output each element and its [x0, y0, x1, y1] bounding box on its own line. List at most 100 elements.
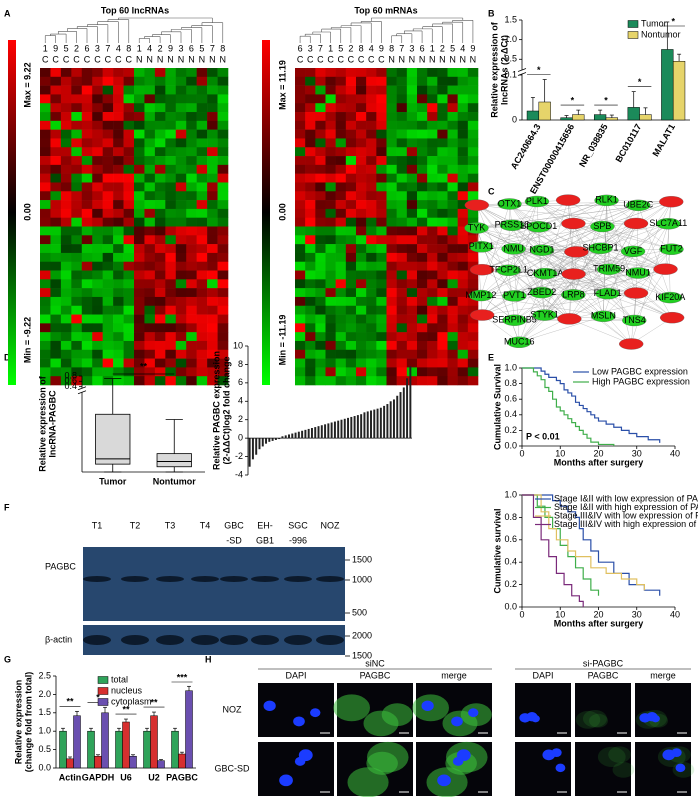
heatmap-cell	[457, 164, 469, 174]
heatmap-cell	[305, 252, 316, 263]
heatmap-cell	[217, 296, 229, 307]
network-node	[464, 222, 489, 234]
heatmap-cell	[427, 164, 438, 174]
heatmap-cell	[186, 270, 197, 280]
heatmap-cell	[447, 332, 458, 342]
heatmap-cell	[165, 349, 177, 359]
legend-label: Nontumor	[641, 29, 681, 39]
heatmap-cell	[406, 173, 418, 183]
heatmap-cell	[417, 103, 428, 113]
heatmap-cell	[60, 147, 72, 157]
heatmap-cell	[175, 120, 187, 130]
heatmap-cell	[396, 349, 408, 359]
heatmap-cell	[134, 279, 145, 289]
heatmap-cell	[427, 129, 438, 139]
heatmap-cell	[295, 156, 306, 166]
heatmap-cell	[315, 147, 326, 157]
heatmap-cell	[315, 288, 326, 298]
heatmap-cell	[102, 103, 114, 113]
heatmap-cell	[305, 138, 316, 148]
heatmap-cell	[356, 235, 367, 245]
heatmap-cell	[335, 252, 347, 263]
heatmap-cell	[175, 200, 187, 210]
heatmap-cell	[417, 296, 428, 307]
heatmap-cell	[305, 270, 316, 280]
heatmap-cell	[417, 129, 428, 139]
heatmap-cell	[457, 288, 469, 298]
heatmap-cell	[427, 340, 438, 351]
heatmap-cell	[154, 85, 166, 95]
heatmap-cell	[92, 305, 103, 315]
heatmap-cell	[325, 252, 336, 263]
heatmap-cell	[396, 68, 408, 78]
heatmap-cell	[81, 182, 93, 192]
heatmap-cell	[134, 138, 145, 148]
heatmap-cell	[406, 349, 418, 359]
y-tick-label: 0.0	[504, 440, 517, 450]
heatmap-cell	[186, 173, 197, 183]
heatmap-cell	[175, 217, 187, 227]
heatmap-cell	[417, 340, 428, 351]
heatmap-cell	[196, 226, 208, 236]
heatmap-cell	[467, 314, 479, 324]
node-label: VGF	[624, 246, 643, 256]
heatmap-cell	[113, 103, 124, 113]
heatmap-cell	[376, 208, 387, 218]
y-tick-label: 0.8	[504, 512, 517, 522]
heatmap-cell	[427, 226, 438, 236]
heatmap-cell	[81, 164, 93, 174]
heatmap-cell	[165, 129, 177, 139]
heatmap-cell	[102, 332, 114, 342]
heatmap-cell	[427, 367, 438, 377]
heatmap-cell	[315, 173, 326, 183]
axis-break	[77, 386, 87, 391]
heatmap-cell	[315, 270, 326, 280]
network-edge	[632, 251, 673, 318]
heatmap-cell	[437, 120, 448, 130]
column-group: C	[368, 54, 375, 64]
heatmap-cell	[457, 376, 469, 386]
survival-curve	[522, 367, 661, 443]
heatmap-cell	[175, 226, 187, 236]
heatmap-cell	[92, 85, 103, 95]
heatmap-cell	[437, 208, 448, 218]
y-tick-label: 4	[238, 396, 243, 406]
heatmap-cell	[447, 103, 458, 113]
network-edge	[569, 249, 672, 319]
bar	[143, 730, 151, 769]
heatmap-cell	[295, 94, 306, 104]
network-edge	[569, 297, 671, 320]
heatmap-cell	[186, 120, 197, 130]
panel-label: C	[488, 186, 495, 196]
heatmap-cell	[217, 367, 229, 377]
heatmap-cell	[60, 200, 72, 210]
heatmap-cell	[447, 244, 458, 254]
x-tick-label: 10	[555, 609, 565, 619]
heatmap-cell	[71, 94, 83, 104]
bar	[307, 428, 310, 439]
heatmap-cell	[457, 323, 469, 333]
heatmap-cell	[165, 367, 177, 377]
heatmap-cell	[427, 244, 438, 254]
bar	[409, 366, 412, 439]
heatmap-cell	[196, 191, 208, 201]
column-number: 6	[420, 43, 425, 53]
y-tick-label: 0.8	[64, 370, 77, 380]
heatmap-cell	[60, 226, 72, 236]
heatmap-cell	[154, 164, 166, 174]
heatmap-cell	[186, 103, 197, 113]
heatmap-cell	[123, 235, 135, 245]
heatmap-cell	[437, 217, 448, 227]
heatmap-cell	[295, 323, 306, 333]
heatmap-cell	[366, 112, 377, 122]
heatmap-cell	[427, 270, 438, 280]
heatmap-cell	[134, 103, 145, 113]
heatmap-cell	[102, 112, 114, 122]
column-number: 6	[84, 43, 89, 53]
heatmap-cell	[315, 226, 326, 236]
heatmap-cell	[196, 120, 208, 130]
heatmap-cell	[366, 314, 377, 324]
heatmap-cell	[457, 120, 469, 130]
heatmap-cell	[356, 296, 367, 307]
heatmap-cell	[345, 332, 357, 342]
